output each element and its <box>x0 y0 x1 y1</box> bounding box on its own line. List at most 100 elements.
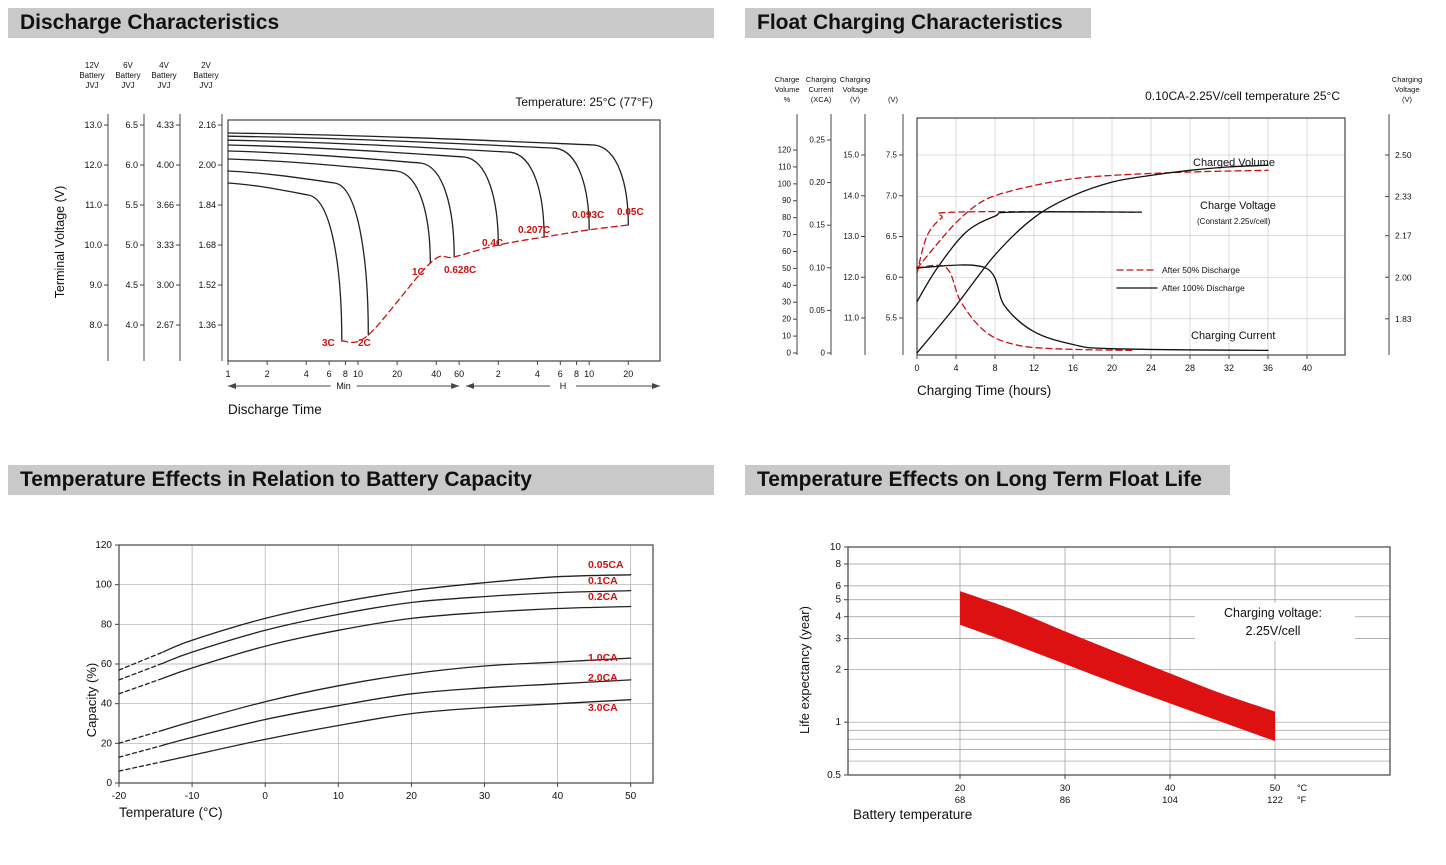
svg-text:3.00: 3.00 <box>156 280 174 290</box>
svg-text:0.10: 0.10 <box>809 263 825 272</box>
svg-text:2V: 2V <box>201 61 211 70</box>
svg-text:Terminal Voltage (V): Terminal Voltage (V) <box>53 186 67 299</box>
svg-text:32: 32 <box>1224 363 1234 373</box>
svg-text:30: 30 <box>479 791 491 802</box>
svg-text:2.16: 2.16 <box>198 120 216 130</box>
svg-text:1C: 1C <box>412 267 425 278</box>
svg-text:30: 30 <box>1060 783 1071 794</box>
svg-text:JVJ: JVJ <box>199 81 212 90</box>
svg-text:7.0: 7.0 <box>886 191 898 200</box>
svg-text:4: 4 <box>535 369 540 379</box>
svg-text:12.0: 12.0 <box>843 273 859 282</box>
svg-text:After 50% Discharge: After 50% Discharge <box>1162 265 1240 275</box>
svg-text:4: 4 <box>953 363 958 373</box>
svg-text:30: 30 <box>782 298 791 307</box>
svg-text:50: 50 <box>1270 783 1281 794</box>
svg-text:0.4C: 0.4C <box>482 238 503 249</box>
svg-text:Charging voltage:: Charging voltage: <box>1224 606 1322 620</box>
svg-text:1.84: 1.84 <box>198 200 216 210</box>
svg-text:0.05: 0.05 <box>809 306 825 315</box>
svg-text:80: 80 <box>782 213 791 222</box>
svg-text:100: 100 <box>778 179 792 188</box>
svg-text:9.0: 9.0 <box>89 280 102 290</box>
svg-text:104: 104 <box>1162 795 1178 806</box>
svg-text:0.10CA-2.25V/cell temperature: 0.10CA-2.25V/cell temperature 25°C <box>1145 89 1340 103</box>
svg-text:5: 5 <box>835 595 841 606</box>
svg-text:1: 1 <box>225 369 230 379</box>
svg-text:2C: 2C <box>358 338 371 349</box>
svg-text:6: 6 <box>327 369 332 379</box>
svg-text:2.50: 2.50 <box>1395 150 1412 160</box>
discharge-characteristics-panel: 12V Battery JVJ 13.0 12.0 11.0 10.0 9.0 8.0 6V Bat… <box>8 8 714 460</box>
svg-text:Charging Current: Charging Current <box>1191 330 1275 342</box>
svg-text:3.0CA: 3.0CA <box>588 702 618 714</box>
svg-text:Charging: Charging <box>840 75 870 84</box>
svg-text:20: 20 <box>782 315 791 324</box>
svg-text:14.0: 14.0 <box>843 191 859 200</box>
svg-text:40: 40 <box>101 699 113 710</box>
svg-text:JVJ: JVJ <box>85 81 98 90</box>
svg-text:6: 6 <box>558 369 563 379</box>
svg-text:Capacity (%): Capacity (%) <box>84 663 99 737</box>
svg-text:36: 36 <box>1263 363 1273 373</box>
svg-text:20: 20 <box>392 369 402 379</box>
svg-text:(XCA): (XCA) <box>811 95 832 104</box>
svg-text:0.2CA: 0.2CA <box>588 591 618 603</box>
svg-text:Battery: Battery <box>79 71 104 80</box>
svg-text:1.83: 1.83 <box>1395 314 1412 324</box>
svg-text:0: 0 <box>914 363 919 373</box>
svg-text:60: 60 <box>782 247 791 256</box>
svg-text:80: 80 <box>101 619 113 630</box>
svg-text:Voltage: Voltage <box>1394 85 1419 94</box>
svg-text:Charge: Charge <box>775 75 800 84</box>
svg-text:86: 86 <box>1060 795 1071 806</box>
svg-text:24: 24 <box>1146 363 1156 373</box>
svg-text:%: % <box>784 95 791 104</box>
svg-text:(V): (V) <box>1402 95 1413 104</box>
svg-text:40: 40 <box>1302 363 1312 373</box>
svg-text:20: 20 <box>101 738 113 749</box>
svg-text:(V): (V) <box>888 95 899 104</box>
float-charging-chart: ChargeVolume%120110100908070605040302010… <box>774 75 1422 398</box>
svg-text:6.0: 6.0 <box>125 160 138 170</box>
svg-text:0.093C: 0.093C <box>572 210 604 221</box>
svg-text:0.207C: 0.207C <box>518 225 550 236</box>
svg-text:40: 40 <box>782 281 791 290</box>
capacity-temperature-panel: -20 -10 0 10 20 30 40 50 0 20 40 60 80 100 120 0.05CA 0.… <box>8 465 714 865</box>
svg-text:8.0: 8.0 <box>89 320 102 330</box>
svg-text:0.5: 0.5 <box>827 770 841 781</box>
svg-text:2.67: 2.67 <box>156 320 174 330</box>
svg-text:7.5: 7.5 <box>886 151 898 160</box>
svg-text:10: 10 <box>830 542 842 553</box>
svg-text:2.00: 2.00 <box>198 160 216 170</box>
svg-text:5.0: 5.0 <box>125 240 138 250</box>
svg-text:8: 8 <box>992 363 997 373</box>
svg-text:10: 10 <box>782 332 791 341</box>
capacity-temperature-chart: -20 -10 0 10 20 30 40 50 0 20 40 60 80 100 120 0.05CA 0.… <box>84 540 654 820</box>
svg-text:10.0: 10.0 <box>84 240 102 250</box>
svg-text:1.0CA: 1.0CA <box>588 652 618 664</box>
svg-text:-10: -10 <box>185 791 200 802</box>
svg-text:JVJ: JVJ <box>121 81 134 90</box>
svg-text:0.15: 0.15 <box>809 221 825 230</box>
svg-text:0.20: 0.20 <box>809 178 825 187</box>
svg-text:11.0: 11.0 <box>844 314 860 323</box>
svg-text:2: 2 <box>496 369 501 379</box>
svg-text:H: H <box>560 381 567 391</box>
section-title-capacity-temperature: Temperature Effects in Relation to Batte… <box>8 465 714 495</box>
svg-text:16: 16 <box>1068 363 1078 373</box>
svg-text:Life expectancy (year): Life expectancy (year) <box>797 606 812 734</box>
svg-text:13.0: 13.0 <box>84 120 102 130</box>
svg-text:JVJ: JVJ <box>157 81 170 90</box>
float-life-chart: 1086543210.5206830864010450122°C°FChargi… <box>797 542 1391 822</box>
svg-text:10: 10 <box>584 369 594 379</box>
svg-text:8: 8 <box>343 369 348 379</box>
svg-text:3.33: 3.33 <box>156 240 174 250</box>
svg-text:4.0: 4.0 <box>125 320 138 330</box>
svg-text:0: 0 <box>787 349 792 358</box>
svg-text:6.0: 6.0 <box>886 273 898 282</box>
svg-text:0.05CA: 0.05CA <box>588 559 624 571</box>
svg-text:70: 70 <box>782 230 791 239</box>
svg-text:Temperature: 25°C (77°F): Temperature: 25°C (77°F) <box>515 95 653 109</box>
